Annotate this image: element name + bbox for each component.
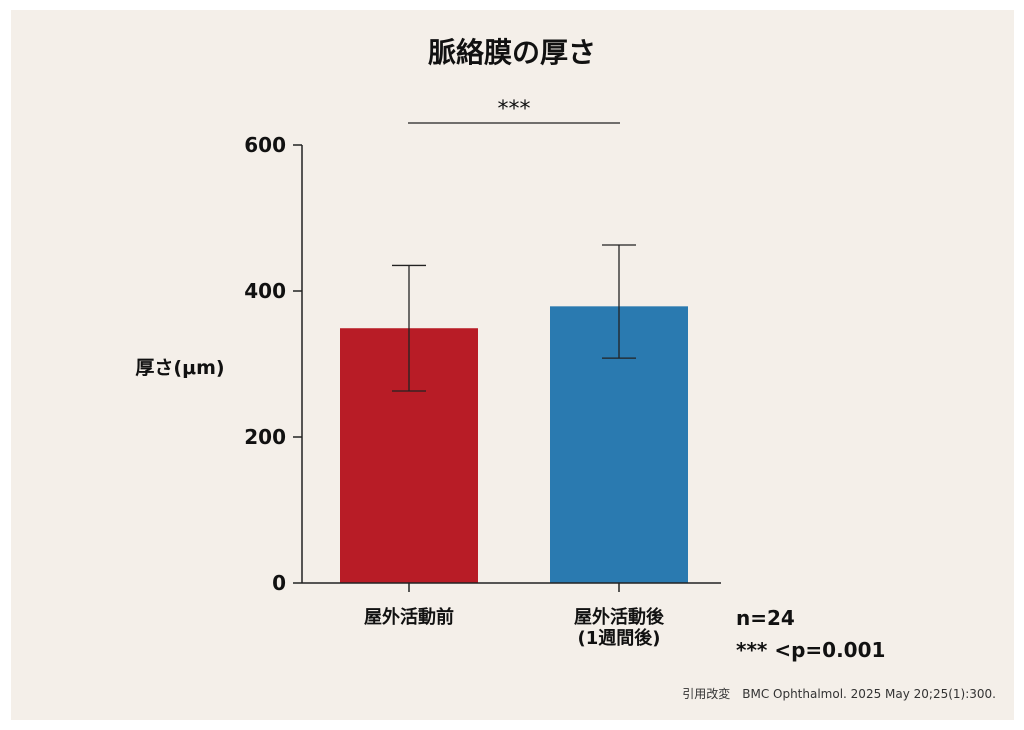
y-axis-label: 厚さ(μm) (135, 357, 224, 379)
x-tick-label-2: 屋外活動後 (574, 606, 665, 628)
chart-title: 脈絡膜の厚さ (428, 36, 596, 69)
y-tick-label-0: 0 (272, 571, 286, 595)
y-tick-label-200: 200 (244, 425, 286, 449)
y-tick-label-600: 600 (244, 133, 286, 157)
y-tick-label-400: 400 (244, 279, 286, 303)
bar-chart: 脈絡膜の厚さ *** 0 200 400 600 厚さ(μm) 屋外活動前 屋外活動後(1週間後… (11, 10, 1014, 720)
chart-background (11, 10, 1014, 720)
x-tick-label-1: 屋外活動前 (364, 606, 454, 628)
citation: 引用改変 BMC Ophthalmol. 2025 May 20;25(1):3… (682, 686, 996, 701)
significance-marker: *** (498, 97, 531, 122)
chart-panel: 脈絡膜の厚さ *** 0 200 400 600 厚さ(μm) 屋外活動前 屋外活動後 (1週間後… (11, 10, 1014, 720)
x-tick-label-2-line2: (1週間後) (578, 627, 661, 649)
sample-size-note: n=24 (736, 606, 795, 630)
p-value-note: *** <p=0.001 (736, 638, 885, 662)
